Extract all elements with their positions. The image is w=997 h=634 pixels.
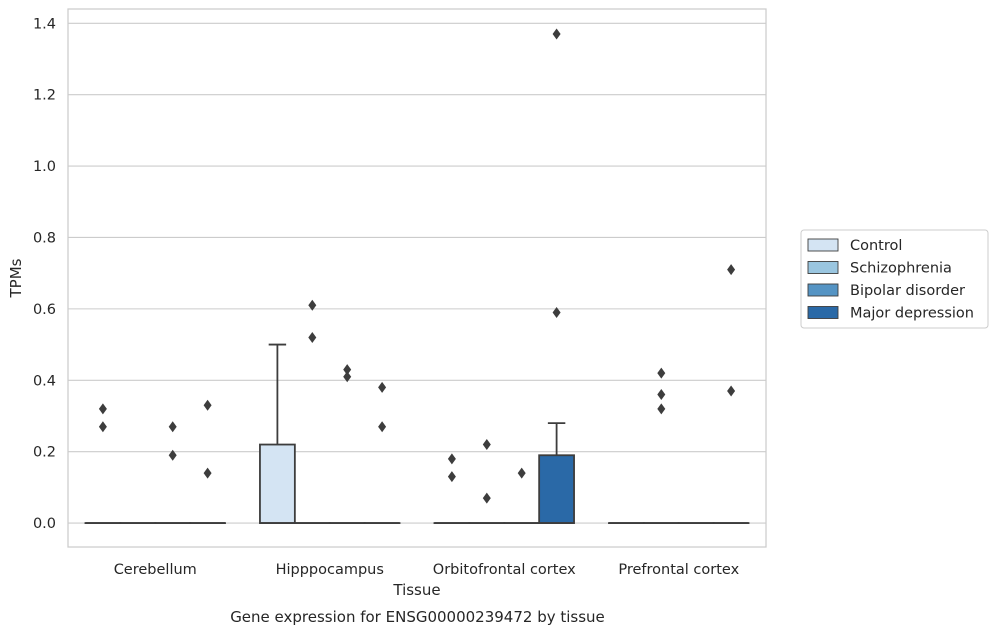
plot-area-frame (67, 8, 767, 548)
outlier-point (98, 421, 107, 433)
legend-swatch (807, 261, 839, 274)
y-tick-labels: 0.0 0.2 0.4 0.6 0.8 1.0 1.2 1.4 (33, 16, 56, 532)
outlier-point (98, 403, 107, 415)
outlier-point (308, 299, 317, 311)
outlier-point (552, 306, 561, 318)
y-tick-label: 0.4 (33, 373, 56, 389)
outlier-point (517, 467, 526, 479)
y-tick-label: 0.0 (33, 516, 56, 532)
x-tick-label: Prefrontal cortex (618, 562, 739, 578)
outlier-point (552, 28, 561, 40)
outlier-point (447, 453, 456, 465)
outlier-point (343, 371, 352, 383)
outlier-point (168, 421, 177, 433)
outlier-point (482, 492, 491, 504)
outlier-point (203, 467, 212, 479)
box-group (189, 399, 226, 524)
outlier-point (727, 264, 736, 276)
legend-swatch (807, 306, 839, 319)
y-tick-label: 0.6 (33, 302, 56, 318)
legend-item: Major depression (807, 306, 974, 322)
x-tick-label: Hipppocampus (276, 562, 384, 578)
outlier-point (657, 389, 666, 401)
outlier-point (343, 364, 352, 376)
legend-label: Bipolar disorder (850, 283, 965, 299)
box (538, 454, 575, 524)
box-group (328, 364, 366, 524)
legend: Control Schizophrenia Bipolar disorder Majo… (800, 229, 989, 329)
legend-item: Control (807, 238, 902, 254)
box-group (363, 381, 401, 524)
outlier-point (727, 385, 736, 397)
box-group (642, 367, 680, 524)
legend-item: Schizophrenia (807, 261, 952, 277)
outlier-point (378, 421, 387, 433)
y-tick-label: 1.0 (33, 159, 56, 175)
y-tick-label: 1.2 (33, 88, 56, 104)
box (259, 443, 296, 524)
box-group (468, 439, 506, 524)
box-group (538, 28, 575, 524)
chart-caption: Gene expression for ENSG00000239472 by t… (230, 608, 605, 626)
legend-swatch (807, 283, 839, 297)
legend-swatch (807, 238, 839, 252)
legend-label: Major depression (850, 306, 974, 322)
y-tick-label: 0.2 (33, 445, 56, 461)
legend-item: Bipolar disorder (807, 283, 965, 299)
box-group (712, 264, 750, 524)
outlier-point (482, 439, 491, 451)
x-axis-label: Tissue (392, 581, 440, 599)
box-layer (84, 28, 750, 524)
x-tick-label: Cerebellum (114, 562, 197, 578)
y-tick-label: 0.8 (33, 230, 56, 246)
outlier-point (657, 403, 666, 415)
y-tick-label: 1.4 (33, 16, 56, 32)
outlier-point (168, 449, 177, 461)
legend-label: Schizophrenia (850, 261, 952, 277)
outlier-point (447, 471, 456, 483)
legend-frame (800, 229, 989, 329)
outlier-point (308, 331, 317, 343)
x-tick-label: Orbitofrontal cortex (433, 562, 576, 578)
y-axis-label: TPMs (7, 258, 25, 298)
box-group (259, 343, 296, 524)
box-group (433, 453, 471, 524)
x-tick-labels: Cerebellum Hipppocampus Orbitofrontal cort… (114, 562, 740, 578)
outlier-point (203, 399, 212, 411)
outlier-point (657, 367, 666, 379)
legend-label: Control (850, 238, 902, 254)
outlier-point (378, 381, 387, 393)
